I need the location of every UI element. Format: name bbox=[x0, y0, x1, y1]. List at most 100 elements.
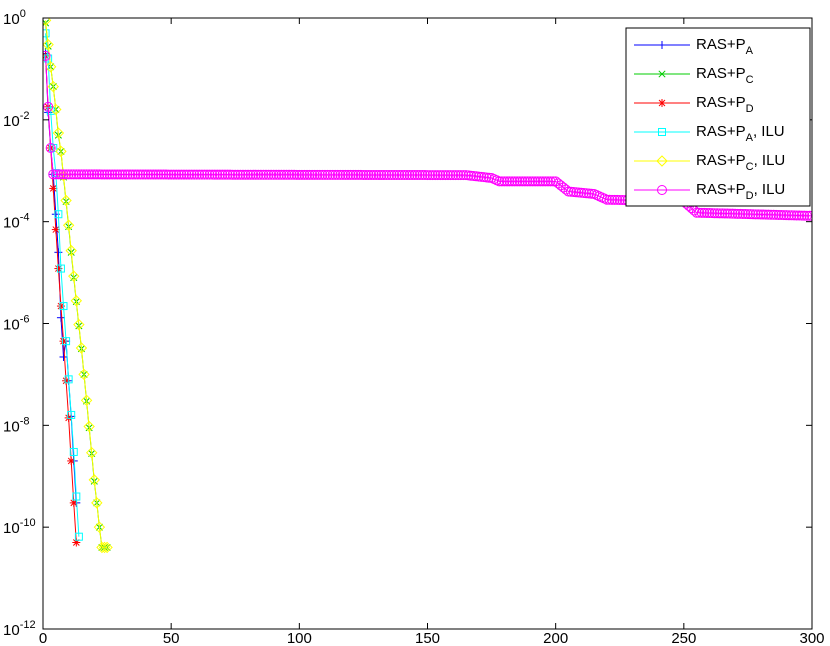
data-point bbox=[304, 169, 315, 180]
data-point bbox=[86, 169, 97, 180]
data-point bbox=[422, 170, 433, 181]
data-point bbox=[67, 456, 76, 465]
data-point bbox=[427, 170, 438, 181]
data-point bbox=[181, 169, 192, 180]
data-point bbox=[350, 169, 361, 180]
data-point bbox=[114, 169, 125, 180]
series-4 bbox=[43, 18, 113, 554]
data-point bbox=[56, 264, 65, 273]
data-point bbox=[88, 474, 100, 486]
data-point bbox=[219, 169, 230, 180]
data-point bbox=[345, 169, 356, 180]
legend-box bbox=[625, 27, 811, 207]
data-point bbox=[127, 169, 138, 180]
data-point bbox=[117, 169, 128, 180]
data-point bbox=[289, 169, 300, 180]
data-point bbox=[69, 447, 78, 456]
data-point bbox=[755, 209, 766, 220]
data-point bbox=[120, 169, 131, 180]
data-point bbox=[722, 208, 733, 219]
data-point bbox=[417, 170, 428, 181]
legend-label: RAS+PC bbox=[696, 65, 754, 86]
data-point bbox=[286, 169, 297, 180]
data-point bbox=[54, 248, 63, 257]
data-point bbox=[186, 169, 197, 180]
data-point bbox=[450, 170, 461, 181]
data-point bbox=[268, 169, 279, 180]
legend-label: RAS+PD bbox=[696, 94, 754, 115]
data-point bbox=[740, 209, 751, 220]
y-tick-label: 100 bbox=[3, 8, 26, 28]
legend-label: RAS+PD, ILU bbox=[696, 181, 785, 202]
data-point bbox=[496, 176, 507, 187]
legend-entry-5: RAS+PD, ILU bbox=[634, 181, 785, 202]
data-point bbox=[745, 209, 756, 220]
data-point bbox=[765, 209, 776, 220]
data-point bbox=[737, 208, 748, 219]
data-point bbox=[499, 176, 510, 187]
data-point bbox=[389, 170, 400, 181]
data-point bbox=[68, 270, 80, 282]
legend-entry-0: RAS+PA bbox=[634, 36, 754, 57]
data-point bbox=[776, 210, 787, 221]
data-point bbox=[727, 208, 738, 219]
data-point bbox=[294, 169, 305, 180]
data-point bbox=[194, 169, 205, 180]
y-tick-label: 10-6 bbox=[3, 314, 29, 334]
x-tick-label: 0 bbox=[39, 630, 47, 646]
data-point bbox=[322, 169, 333, 180]
data-point bbox=[49, 184, 58, 193]
data-point bbox=[773, 209, 784, 220]
data-point bbox=[83, 420, 95, 433]
data-point bbox=[79, 169, 90, 180]
data-point bbox=[507, 176, 518, 187]
data-point bbox=[43, 38, 54, 51]
data-point bbox=[512, 176, 523, 187]
data-point bbox=[527, 176, 538, 187]
data-point bbox=[273, 169, 284, 180]
data-point bbox=[130, 169, 141, 180]
data-point bbox=[355, 169, 366, 180]
data-point bbox=[317, 169, 328, 180]
data-point bbox=[65, 244, 77, 257]
data-point bbox=[43, 101, 54, 112]
data-point bbox=[758, 209, 769, 220]
data-point bbox=[258, 169, 269, 180]
data-point bbox=[358, 169, 369, 180]
data-point bbox=[501, 176, 512, 187]
data-point bbox=[519, 176, 530, 187]
data-point bbox=[60, 194, 72, 207]
data-point bbox=[178, 169, 189, 180]
data-point bbox=[94, 169, 105, 180]
data-point bbox=[98, 541, 111, 554]
legend-marker bbox=[657, 185, 667, 195]
data-point bbox=[148, 169, 159, 180]
data-point bbox=[373, 169, 384, 180]
data-point bbox=[455, 170, 466, 181]
legend-label: RAS+PC, ILU bbox=[696, 152, 785, 173]
legend: RAS+PA RAS+PC RAS+PD RAS+PA, ILU RAS+PC, ILU… bbox=[625, 27, 811, 207]
data-point bbox=[607, 194, 618, 205]
data-point bbox=[748, 209, 759, 220]
data-point bbox=[168, 169, 179, 180]
data-point bbox=[191, 169, 202, 180]
data-point bbox=[348, 169, 359, 180]
data-point bbox=[225, 169, 236, 180]
x-tick-label: 200 bbox=[543, 630, 568, 646]
data-point bbox=[54, 210, 63, 219]
data-point bbox=[163, 169, 174, 180]
data-point bbox=[694, 207, 705, 218]
data-point bbox=[101, 541, 113, 554]
data-point bbox=[161, 169, 172, 180]
data-point bbox=[704, 208, 715, 219]
x-tick-label: 100 bbox=[287, 630, 312, 646]
data-point bbox=[522, 176, 533, 187]
data-point bbox=[709, 208, 720, 219]
data-point bbox=[560, 184, 571, 195]
data-point bbox=[548, 176, 559, 187]
data-point bbox=[70, 295, 83, 307]
data-point bbox=[47, 80, 59, 93]
data-point bbox=[440, 170, 451, 181]
data-point bbox=[609, 194, 620, 205]
data-point bbox=[542, 176, 553, 187]
